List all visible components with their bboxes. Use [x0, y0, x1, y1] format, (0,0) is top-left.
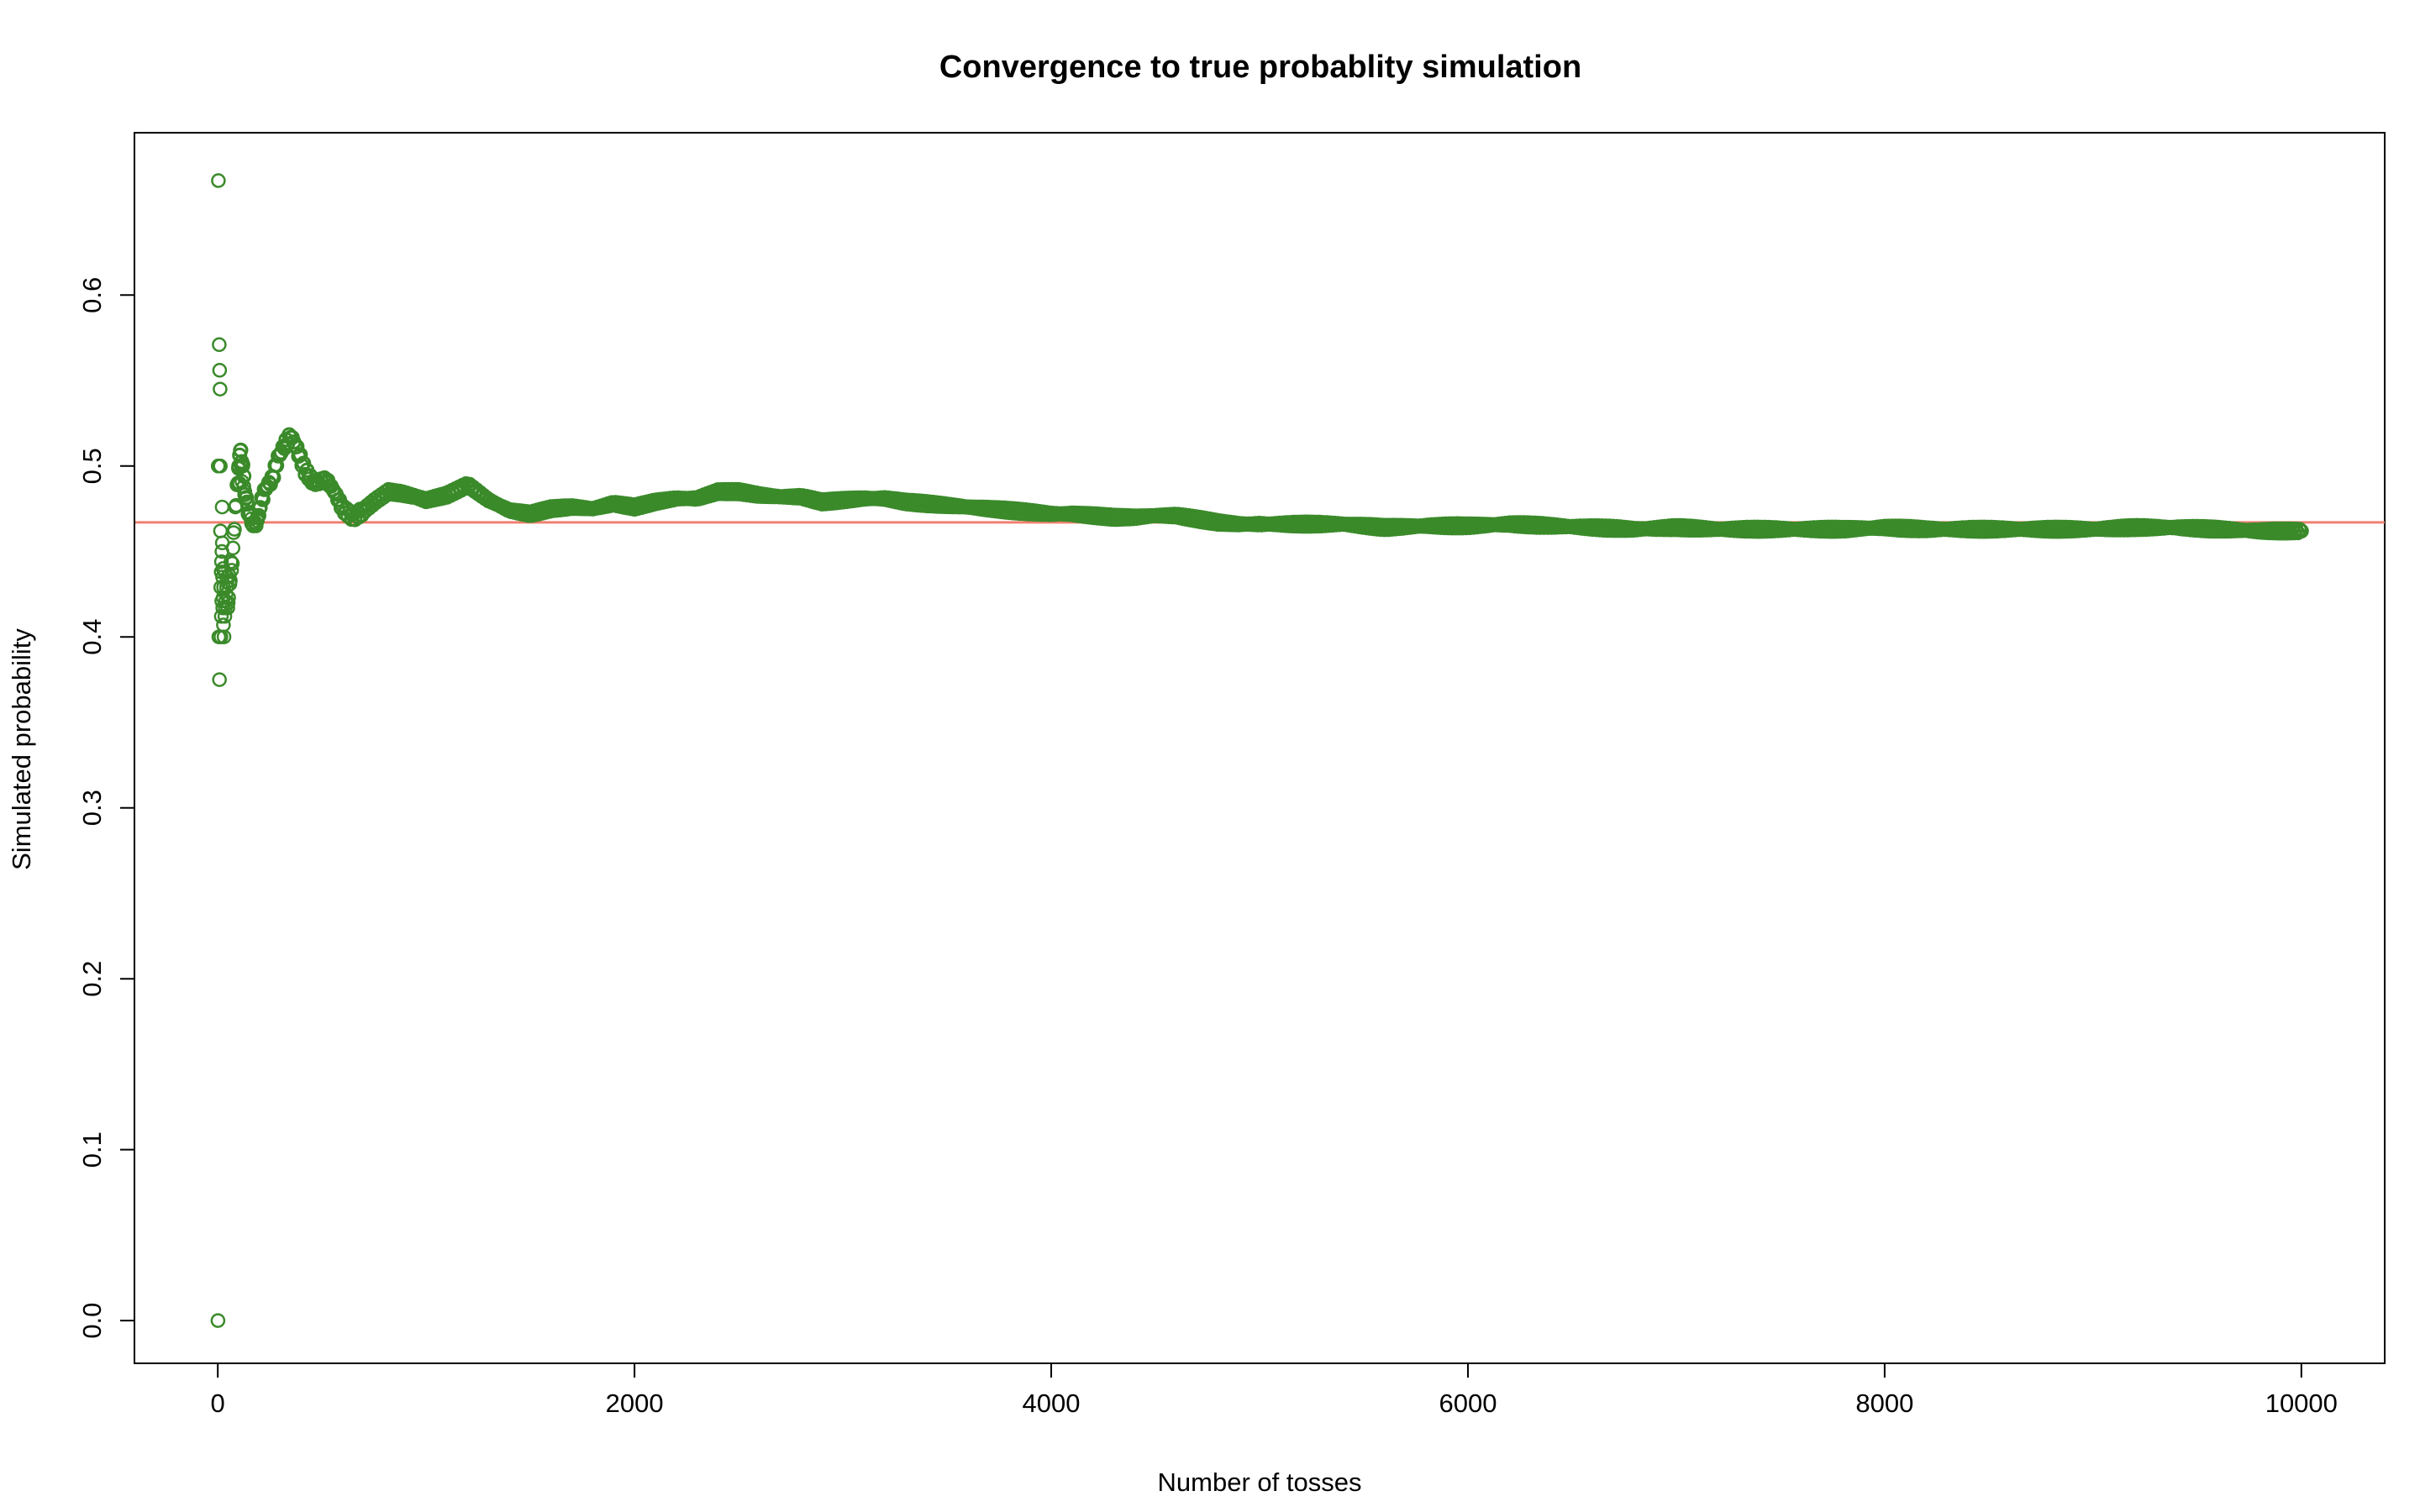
data-point: [237, 484, 253, 500]
data-point: [289, 438, 305, 454]
plot-frame: [134, 132, 2386, 1364]
x-tick-label: 4000: [1023, 1389, 1081, 1418]
data-point: [211, 173, 226, 188]
y-tick-label: 0.5: [77, 448, 107, 484]
data-point: [235, 459, 250, 474]
data-point: [213, 459, 228, 474]
data-point: [220, 595, 236, 611]
data-point: [2293, 523, 2309, 539]
data-point: [224, 554, 239, 570]
data-point: [252, 501, 267, 517]
y-tick-label: 0.4: [77, 619, 107, 655]
data-point: [214, 499, 230, 515]
data-point: [255, 491, 271, 507]
data-point: [212, 337, 227, 353]
y-tick-label: 0.2: [77, 961, 107, 997]
data-point: [213, 523, 229, 538]
data-point: [224, 563, 239, 578]
x-tick-label: 10000: [2265, 1389, 2338, 1418]
x-tick-label: 2000: [606, 1389, 664, 1418]
x-tick-label: 6000: [1439, 1389, 1497, 1418]
chart-title: Convergence to true probablity simulatio…: [939, 50, 1581, 85]
data-point: [227, 522, 242, 537]
data-point: [2291, 522, 2307, 538]
data-point: [213, 381, 228, 396]
x-axis: 0 2000 4000 6000 8000 10000: [211, 1362, 2338, 1418]
data-point: [233, 443, 248, 459]
data-point: [218, 593, 234, 609]
x-axis-label: Number of tosses: [1158, 1467, 1362, 1497]
data-point: [223, 573, 238, 588]
data-point: [244, 512, 259, 527]
data-point: [221, 590, 236, 606]
x-tick-label: 8000: [1855, 1389, 1913, 1418]
y-axis: 0.0 0.1 0.2 0.3 0.4 0.5 0.6: [77, 277, 135, 1339]
y-tick-label: 0.3: [77, 790, 107, 826]
data-point: [216, 629, 232, 644]
data-point: [217, 609, 233, 624]
data-point: [213, 554, 229, 570]
y-axis-label: Simulated probability: [7, 628, 36, 870]
data-point: [225, 540, 241, 556]
data-point: [220, 600, 235, 616]
data-point: [212, 672, 227, 687]
y-tick-label: 0.1: [77, 1131, 107, 1168]
y-tick-label: 0.0: [77, 1303, 107, 1339]
data-point: [292, 447, 308, 463]
y-tick-label: 0.6: [77, 277, 107, 313]
data-point: [212, 363, 228, 378]
data-point: [248, 515, 263, 530]
data-point: [224, 556, 240, 571]
data-point: [210, 1313, 226, 1328]
x-tick-label: 0: [211, 1389, 225, 1418]
